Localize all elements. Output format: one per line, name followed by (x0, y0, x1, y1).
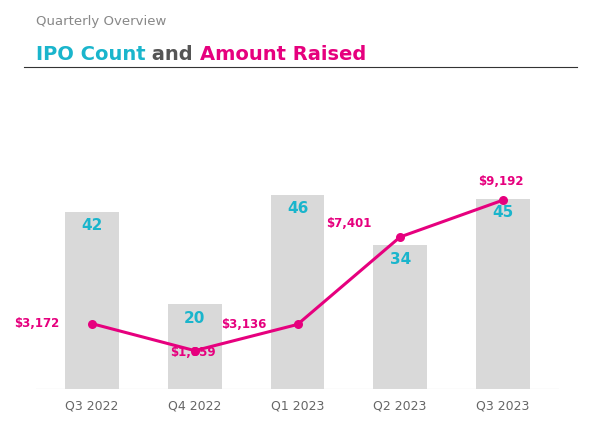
Text: 42: 42 (82, 218, 103, 233)
Bar (168, 305, 221, 389)
Text: $3,136: $3,136 (221, 318, 267, 331)
Text: Quarterly Overview: Quarterly Overview (36, 15, 166, 28)
Text: IPO Count: IPO Count (36, 45, 145, 64)
Bar (476, 199, 530, 389)
Bar (271, 195, 324, 389)
Text: Amount Raised: Amount Raised (200, 45, 366, 64)
Text: 46: 46 (287, 201, 308, 216)
Text: $7,401: $7,401 (326, 217, 371, 230)
Bar (65, 212, 119, 389)
Text: 45: 45 (492, 205, 513, 220)
Text: 20: 20 (184, 311, 205, 326)
Text: $1,859: $1,859 (170, 346, 215, 359)
Bar (374, 245, 427, 389)
Text: $3,172: $3,172 (14, 317, 60, 330)
Text: 34: 34 (390, 252, 411, 267)
Text: and: and (145, 45, 200, 64)
Text: $9,192: $9,192 (478, 175, 524, 188)
